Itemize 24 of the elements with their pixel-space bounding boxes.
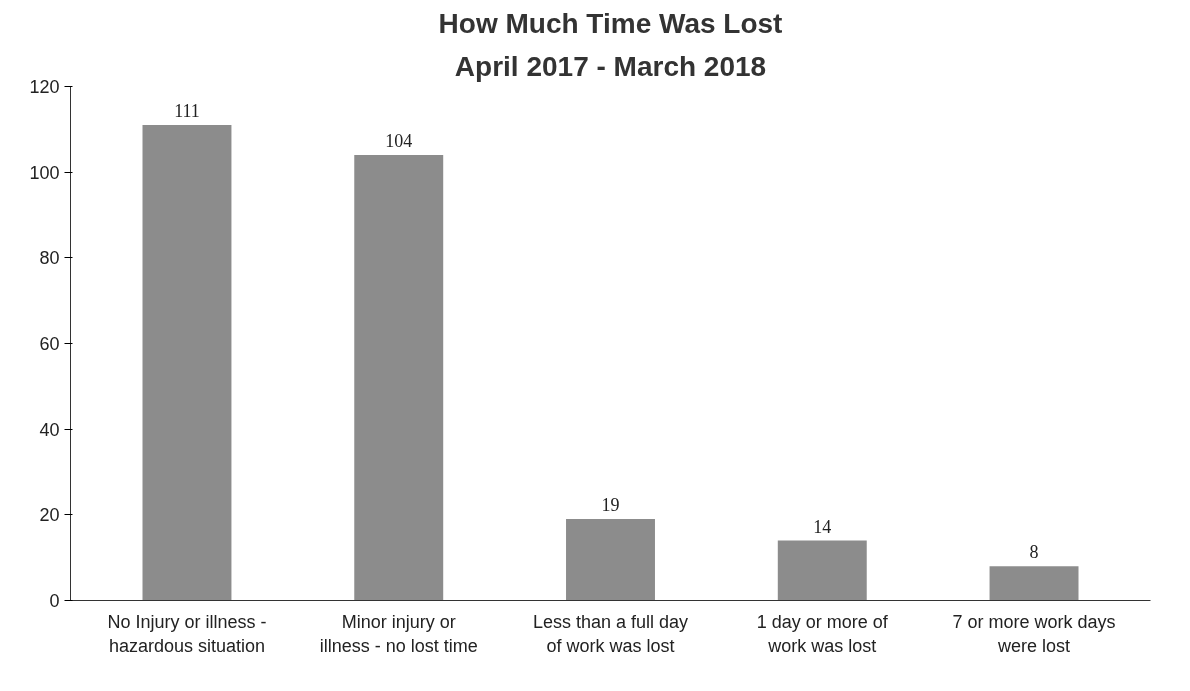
bar xyxy=(777,540,867,601)
data-label: 19 xyxy=(601,495,620,516)
bar xyxy=(142,125,232,601)
bar xyxy=(566,519,655,601)
data-label: 14 xyxy=(813,516,832,537)
data-label: 104 xyxy=(385,131,413,152)
x-tick-label: Minor injury or illness - no lost time xyxy=(319,611,478,656)
y-tick-label: 20 xyxy=(39,505,60,526)
x-tick-label: 1 day or more of work was lost xyxy=(756,611,889,656)
chart-subtitle: April 2017 - March 2018 xyxy=(454,50,767,82)
bar xyxy=(989,566,1079,601)
y-tick-label: 0 xyxy=(49,591,60,611)
x-tick-label: Less than a full day of work was lost xyxy=(532,611,689,656)
x-tick-label: No Injury or illness - hazardous situation xyxy=(107,611,267,656)
x-tick-label: 7 or more work days were lost xyxy=(952,611,1116,656)
y-tick-label: 120 xyxy=(29,77,60,97)
data-label: 8 xyxy=(1029,542,1039,563)
bar xyxy=(354,155,444,601)
y-tick-label: 40 xyxy=(39,419,60,440)
y-tick-label: 80 xyxy=(39,248,60,269)
data-label: 111 xyxy=(174,101,200,122)
y-tick-label: 100 xyxy=(29,162,60,183)
chart-title: How Much Time Was Lost xyxy=(438,7,783,39)
y-tick-label: 60 xyxy=(39,334,60,354)
